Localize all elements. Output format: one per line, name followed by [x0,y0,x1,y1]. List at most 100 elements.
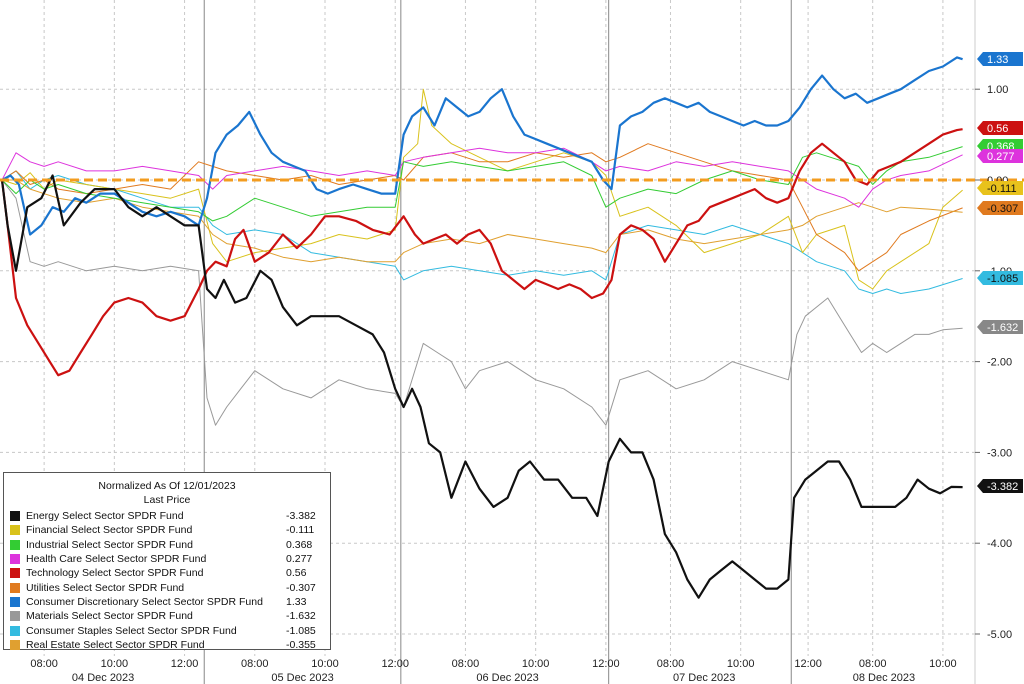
legend-series-name: Energy Select Sector SPDR Fund [26,510,184,523]
flag-background [977,201,1023,215]
legend-series-value: -0.307 [286,581,316,594]
legend-swatch [10,511,20,522]
legend-series-name: Materials Select Sector SPDR Fund [26,610,193,623]
series-line-2 [1,88,963,290]
last-price-flag: 0.56 [977,121,1023,135]
x-tick-label: 08:00 [452,658,480,670]
x-tick-label: 12:00 [171,658,199,670]
series-line-1 [0,174,963,599]
flag-label: -0.111 [987,183,1017,195]
flag-label: 1.33 [987,54,1008,66]
x-tick-label: 08:00 [241,658,269,670]
series-line-10 [2,179,963,263]
legend-rows: Energy Select Sector SPDR Fund -3.382 Fina… [10,509,324,652]
flag-label: -1.632 [987,322,1018,334]
flag-label: -3.382 [987,481,1018,493]
legend-item: Consumer Staples Select Sector SPDR Fund… [10,623,324,637]
legend-title: Normalized As Of 12/01/2023 [98,480,236,492]
legend-series-name: Health Care Select Sector SPDR Fund [26,553,207,566]
series-line-8 [1,179,963,426]
flag-background [977,181,1023,195]
legend-series-name: Consumer Discretionary Select Sector SPD… [26,595,263,608]
legend-series-name: Utilities Select Sector SPDR Fund [26,581,185,594]
legend-series-value: -0.355 [286,638,316,651]
legend-series-name: Industrial Select Sector SPDR Fund [26,538,193,551]
legend-item: Utilities Select Sector SPDR Fund -0.307 [10,580,324,594]
legend-item: Materials Select Sector SPDR Fund -1.632 [10,609,324,623]
flag-background [977,149,1023,163]
series-line-6 [1,143,963,272]
flag-label: 0.277 [987,151,1015,163]
x-tick-label: 10:00 [101,658,129,670]
last-price-flag: -0.111 [977,181,1023,195]
legend-item: Health Care Select Sector SPDR Fund 0.277 [10,552,324,566]
legend-series-name: Technology Select Sector SPDR Fund [26,567,204,580]
last-price-flags: 1.330.560.3680.277-0.111-0.307-1.085-1.6… [977,52,1023,493]
legend-item: Real Estate Select Sector SPDR Fund -0.35… [10,638,324,652]
legend-swatch [10,639,20,650]
y-tick-label: -4.00 [987,538,1012,550]
x-day-label: 06 Dec 2023 [476,672,538,684]
legend-item: Industrial Select Sector SPDR Fund 0.368 [10,538,324,552]
x-day-label: 05 Dec 2023 [271,672,333,684]
y-tick-label: -5.00 [987,629,1012,641]
legend-item: Consumer Discretionary Select Sector SPD… [10,595,324,609]
x-tick-label: 12:00 [381,658,409,670]
x-tick-label: 08:00 [657,658,685,670]
legend-box: Normalized As Of 12/01/2023 Last Price E… [3,472,331,652]
legend-swatch [10,525,20,536]
last-price-flag: 1.33 [977,52,1023,66]
flag-background [977,121,1023,135]
legend-item: Financial Select Sector SPDR Fund -0.111 [10,523,324,537]
legend-series-name: Real Estate Select Sector SPDR Fund [26,638,205,651]
legend-series-value: 0.368 [286,538,313,551]
legend-swatch [10,568,20,579]
series-line-4 [1,147,963,208]
y-tick-label: -2.00 [987,357,1012,369]
series-line-7 [1,56,963,236]
legend-series-name: Financial Select Sector SPDR Fund [26,524,193,537]
legend-series-value: 0.277 [286,553,313,566]
series-line-9 [1,170,963,294]
x-day-label: 07 Dec 2023 [673,672,735,684]
flag-background [977,271,1023,285]
x-tick-label: 12:00 [592,658,620,670]
flag-label: -0.307 [987,203,1018,215]
x-axis-ticks: 08:00 10:00 12:00 08:00 10:00 12:00 08:00 10:00… [30,658,956,684]
legend-series-value: -1.632 [286,610,316,623]
x-tick-label: 08:00 [859,658,887,670]
legend-series-value: 0.56 [286,567,307,580]
x-tick-label: 08:00 [30,658,58,670]
flag-label: -1.085 [987,273,1018,285]
legend-series-value: 1.33 [286,595,307,608]
series-line-3 [1,146,963,222]
y-tick-label: 1.00 [987,84,1008,96]
last-price-flag: 0.277 [977,149,1023,163]
y-axis-ticks: 1.000.00-1.00-2.00-3.00-4.00-5.00 [975,84,1012,641]
flag-background [977,479,1023,493]
flag-background [977,52,1023,66]
x-day-label: 04 Dec 2023 [72,672,134,684]
legend-swatch [10,539,20,550]
x-day-label: 08 Dec 2023 [853,672,915,684]
x-tick-label: 10:00 [929,658,957,670]
legend-item: Technology Select Sector SPDR Fund 0.56 [10,566,324,580]
flag-background [977,320,1023,334]
series-line-5 [0,128,963,377]
last-price-flag: -0.307 [977,201,1023,215]
y-tick-label: -3.00 [987,447,1012,459]
last-price-flag: -3.382 [977,479,1023,493]
legend-series-value: -3.382 [286,510,316,523]
legend-swatch [10,625,20,636]
last-price-flag: -1.632 [977,320,1023,334]
legend-series-value: -0.111 [286,524,315,537]
legend-swatch [10,596,20,607]
x-tick-label: 12:00 [794,658,822,670]
legend-swatch [10,554,20,565]
legend-swatch [10,582,20,593]
x-tick-label: 10:00 [522,658,550,670]
last-price-flag: -1.085 [977,271,1023,285]
legend-item: Energy Select Sector SPDR Fund -3.382 [10,509,324,523]
flag-label: 0.56 [987,123,1008,135]
legend-series-value: -1.085 [286,624,316,637]
